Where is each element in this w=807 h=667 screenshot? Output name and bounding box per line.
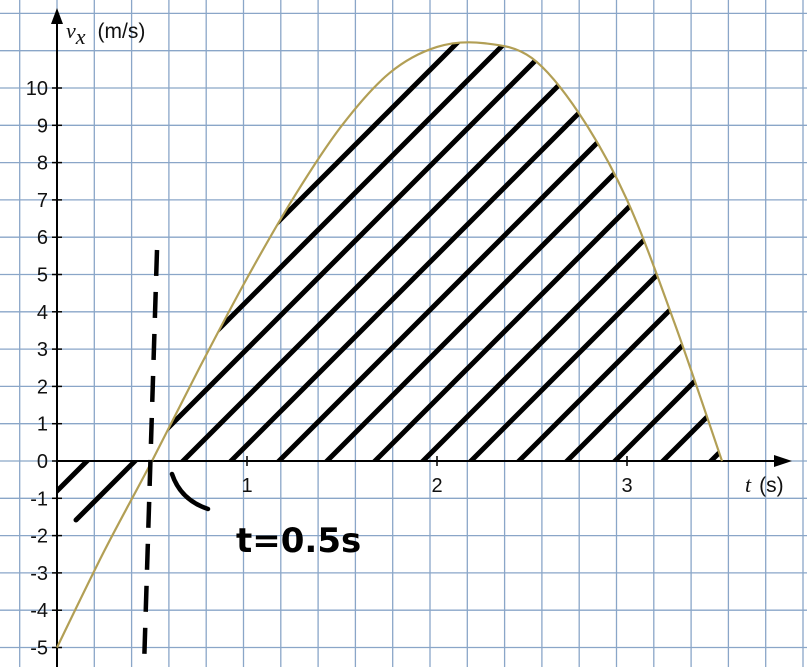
x-tick-label: 1 xyxy=(241,475,252,497)
chart-series xyxy=(56,41,724,648)
y-tick-label: 10 xyxy=(26,78,48,100)
y-tick-label: -1 xyxy=(30,488,48,510)
hatch-line xyxy=(505,42,722,523)
hatch-line xyxy=(748,20,807,520)
y-tick-label: -3 xyxy=(30,563,48,585)
x-tick-label: 2 xyxy=(431,475,442,497)
hatch-line xyxy=(57,42,483,523)
y-axis-subscript: x xyxy=(75,24,86,49)
hatch-line xyxy=(57,42,531,523)
hatch-line xyxy=(73,42,579,523)
y-tick-label: 6 xyxy=(37,227,48,249)
x-tick-label: 3 xyxy=(621,475,632,497)
y-tick-label: 3 xyxy=(37,339,48,361)
hatch-line xyxy=(265,42,722,523)
x-axis-symbol: t xyxy=(745,472,752,497)
hatch-line xyxy=(553,42,722,523)
annotation-pointer xyxy=(169,471,211,512)
hatch-line xyxy=(796,20,807,520)
velocity-curve xyxy=(56,41,724,648)
y-tick-label: -4 xyxy=(30,600,48,622)
y-axis-arrow xyxy=(51,8,63,24)
y-tick-label: -5 xyxy=(30,638,48,660)
hatch-line xyxy=(361,42,722,523)
y-tick-label: -2 xyxy=(30,526,48,548)
y-tick-label: 7 xyxy=(37,190,48,212)
t-half-second-dashed-line xyxy=(141,249,160,667)
x-axis-unit: (s) xyxy=(759,474,784,497)
hatch-line xyxy=(57,42,339,523)
hatch-line xyxy=(121,42,627,523)
chart-axes xyxy=(51,8,792,667)
y-tick-label: 4 xyxy=(37,302,48,324)
hatch-line xyxy=(217,42,722,523)
annotation-t-half-second: t=0.5s xyxy=(236,521,361,561)
y-axis-title: vx (m/s) xyxy=(66,18,145,49)
hatch-line xyxy=(169,42,675,523)
y-axis-symbol: v xyxy=(66,18,76,43)
y-axis-unit: (m/s) xyxy=(98,20,146,43)
y-tick-label: 8 xyxy=(37,153,48,175)
hatch-line xyxy=(313,42,722,523)
y-tick-label: 5 xyxy=(37,265,48,287)
area-hatching xyxy=(57,20,807,523)
x-axis-title: t (s) xyxy=(745,472,784,497)
y-tick-label: 9 xyxy=(37,115,48,137)
hatch-line xyxy=(601,42,722,523)
hatch-line xyxy=(649,42,722,523)
y-tick-label: 1 xyxy=(37,414,48,436)
x-axis-arrow xyxy=(774,455,792,467)
y-tick-label: 0 xyxy=(37,451,48,473)
y-tick-label: 2 xyxy=(37,376,48,398)
